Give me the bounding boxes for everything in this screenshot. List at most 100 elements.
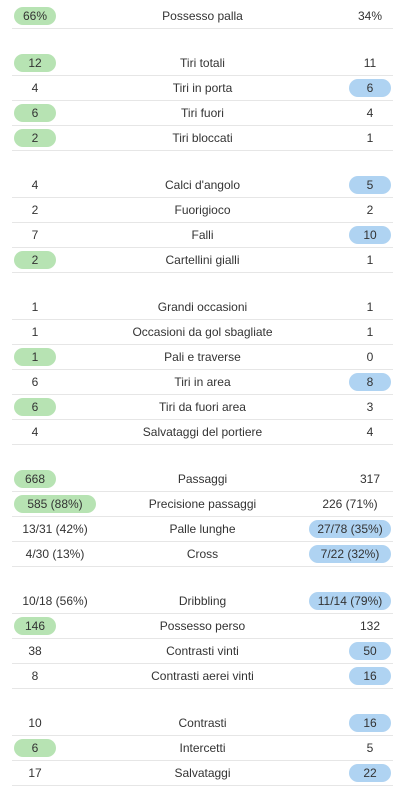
home-value: 668 [14, 470, 56, 488]
home-value: 4 [31, 178, 39, 192]
away-value: 8 [349, 373, 391, 391]
stat-group: 10/18 (56%) Dribbling 11/14 (79%) 146 Posses… [12, 589, 393, 689]
stat-row: 6 Tiri fuori 4 [12, 101, 393, 126]
stat-row: 4 Tiri in porta 6 [12, 76, 393, 101]
away-value: 6 [349, 79, 391, 97]
home-value: 38 [28, 644, 42, 658]
stat-label: Intercetti [179, 741, 226, 755]
stat-row: 2 Fuorigioco 2 [12, 198, 393, 223]
away-value: 5 [349, 176, 391, 194]
home-value: 4/30 (13%) [25, 547, 85, 561]
stat-row: 66% Possesso palla 34% [12, 4, 393, 29]
stat-label: Tiri in area [174, 375, 231, 389]
home-value: 6 [14, 398, 56, 416]
stat-label: Tiri bloccati [172, 131, 233, 145]
away-value: 1 [366, 325, 374, 339]
stat-label: Cartellini gialli [165, 253, 240, 267]
stat-label: Tiri da fuori area [159, 400, 246, 414]
away-value: 34% [357, 9, 383, 23]
stat-row: 8 Contrasti aerei vinti 16 [12, 664, 393, 689]
stat-row: 2 Cartellini gialli 1 [12, 248, 393, 273]
home-value: 7 [31, 228, 39, 242]
away-value: 0 [366, 350, 374, 364]
stat-row: 10/18 (56%) Dribbling 11/14 (79%) [12, 589, 393, 614]
home-value: 10 [28, 716, 42, 730]
stat-row: 1 Occasioni da gol sbagliate 1 [12, 320, 393, 345]
away-value: 3 [366, 400, 374, 414]
home-value: 1 [31, 300, 39, 314]
stat-group: 10 Contrasti 16 6 Intercetti 5 17 Salvataggi 22 [12, 711, 393, 786]
stat-row: 4 Calci d'angolo 5 [12, 173, 393, 198]
away-value: 4 [366, 425, 374, 439]
home-value: 2 [31, 203, 39, 217]
away-value: 1 [366, 131, 374, 145]
stat-label: Contrasti vinti [166, 644, 239, 658]
away-value: 226 (71%) [322, 497, 378, 511]
stat-row: 13/31 (42%) Palle lunghe 27/78 (35%) [12, 517, 393, 542]
stat-label: Possesso perso [159, 619, 246, 633]
away-value: 16 [349, 714, 391, 732]
stat-label: Grandi occasioni [157, 300, 248, 314]
away-value: 11/14 (79%) [309, 592, 391, 610]
stat-row: 6 Tiri da fuori area 3 [12, 395, 393, 420]
home-value: 2 [14, 251, 56, 269]
stat-group: 12 Tiri totali 11 4 Tiri in porta 6 6 Tiri fuor… [12, 51, 393, 151]
stat-label: Fuorigioco [174, 203, 231, 217]
away-value: 132 [359, 619, 381, 633]
away-value: 1 [366, 300, 374, 314]
stat-row: 38 Contrasti vinti 50 [12, 639, 393, 664]
stat-label: Salvataggi del portiere [142, 425, 263, 439]
home-value: 1 [31, 325, 39, 339]
away-value: 4 [366, 106, 374, 120]
stat-row: 10 Contrasti 16 [12, 711, 393, 736]
stat-row: 668 Passaggi 317 [12, 467, 393, 492]
stat-label: Pali e traverse [164, 350, 241, 364]
stat-group: 66% Possesso palla 34% [12, 4, 393, 29]
stat-row: 6 Intercetti 5 [12, 736, 393, 761]
stat-label: Occasioni da gol sbagliate [132, 325, 273, 339]
away-value: 50 [349, 642, 391, 660]
home-value: 2 [14, 129, 56, 147]
away-value: 317 [359, 472, 381, 486]
home-value: 4 [31, 81, 39, 95]
stat-label: Tiri fuori [181, 106, 224, 120]
away-value: 27/78 (35%) [309, 520, 391, 538]
stat-label: Passaggi [177, 472, 228, 486]
away-value: 7/22 (32%) [309, 545, 391, 563]
away-value: 16 [349, 667, 391, 685]
stat-label: Contrasti [178, 716, 227, 730]
home-value: 66% [14, 7, 56, 25]
home-value: 12 [14, 54, 56, 72]
home-value: 8 [31, 669, 39, 683]
stat-label: Tiri totali [180, 56, 225, 70]
stat-row: 2 Tiri bloccati 1 [12, 126, 393, 151]
stat-row: 7 Falli 10 [12, 223, 393, 248]
stat-row: 1 Pali e traverse 0 [12, 345, 393, 370]
home-value: 6 [31, 375, 39, 389]
home-value: 146 [14, 617, 56, 635]
stat-group: 1 Grandi occasioni 1 1 Occasioni da gol sbag… [12, 295, 393, 445]
home-value: 1 [14, 348, 56, 366]
stat-label: Salvataggi [174, 766, 231, 780]
stat-group: 4 Calci d'angolo 5 2 Fuorigioco 2 7 Falli 10 2 Car… [12, 173, 393, 273]
away-value: 10 [349, 226, 391, 244]
home-value: 4 [31, 425, 39, 439]
home-value: 6 [14, 104, 56, 122]
stat-label: Falli [191, 228, 214, 242]
away-value: 22 [349, 764, 391, 782]
stat-row: 585 (88%) Precisione passaggi 226 (71%) [12, 492, 393, 517]
home-value: 17 [28, 766, 42, 780]
away-value: 5 [366, 741, 374, 755]
away-value: 1 [366, 253, 374, 267]
stat-row: 12 Tiri totali 11 [12, 51, 393, 76]
away-value: 2 [366, 203, 374, 217]
home-value: 10/18 (56%) [22, 594, 88, 608]
stat-row: 17 Salvataggi 22 [12, 761, 393, 786]
stat-row: 6 Tiri in area 8 [12, 370, 393, 395]
home-value: 585 (88%) [14, 495, 96, 513]
home-value: 6 [14, 739, 56, 757]
stat-label: Contrasti aerei vinti [151, 669, 254, 683]
away-value: 11 [363, 56, 377, 70]
stat-label: Calci d'angolo [164, 178, 240, 192]
